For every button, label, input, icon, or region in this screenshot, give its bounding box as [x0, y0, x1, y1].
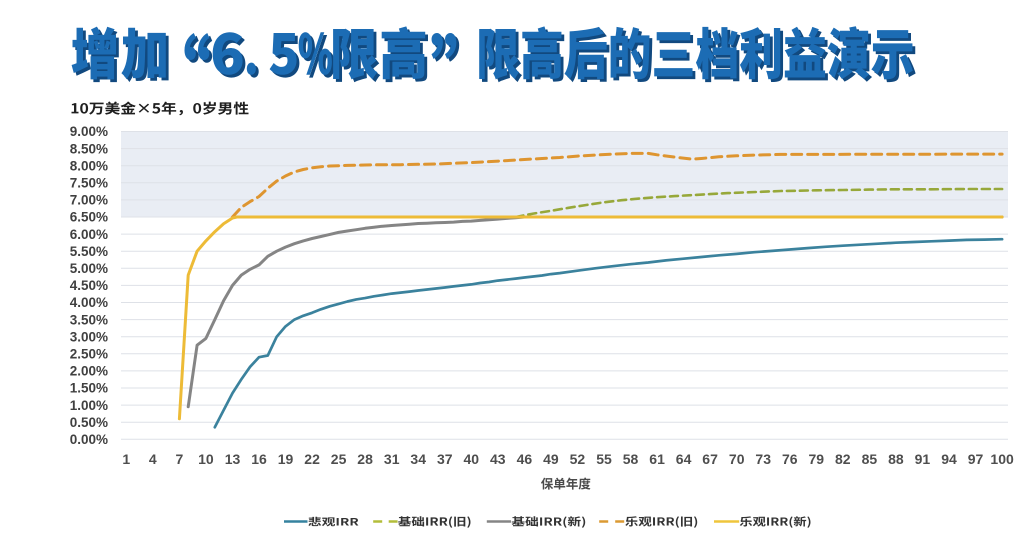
svg-text:28: 28: [357, 451, 373, 467]
svg-text:64: 64: [676, 451, 692, 467]
svg-text:6.00%: 6.00%: [70, 227, 108, 242]
svg-text:55: 55: [596, 451, 612, 467]
svg-text:3.00%: 3.00%: [70, 329, 108, 344]
svg-text:1.00%: 1.00%: [70, 398, 108, 413]
svg-text:37: 37: [437, 451, 453, 467]
svg-text:4: 4: [149, 451, 157, 467]
svg-text:94: 94: [941, 451, 957, 467]
svg-text:7.50%: 7.50%: [70, 176, 108, 191]
svg-text:8.00%: 8.00%: [70, 158, 108, 173]
svg-text:7: 7: [176, 451, 184, 467]
svg-text:97: 97: [968, 451, 984, 467]
svg-text:46: 46: [517, 451, 533, 467]
svg-text:4.50%: 4.50%: [70, 278, 108, 293]
svg-text:61: 61: [649, 451, 665, 467]
svg-text:88: 88: [888, 451, 904, 467]
svg-text:16: 16: [251, 451, 267, 467]
svg-text:5.00%: 5.00%: [70, 261, 108, 276]
svg-text:22: 22: [304, 451, 320, 467]
svg-text:1: 1: [122, 451, 130, 467]
svg-text:5.50%: 5.50%: [70, 244, 108, 259]
svg-text:34: 34: [410, 451, 426, 467]
svg-text:0.00%: 0.00%: [70, 432, 108, 447]
svg-text:1.50%: 1.50%: [70, 381, 108, 396]
svg-text:79: 79: [809, 451, 825, 467]
svg-text:91: 91: [915, 451, 931, 467]
svg-text:6.50%: 6.50%: [70, 210, 108, 225]
svg-text:7.00%: 7.00%: [70, 193, 108, 208]
svg-text:3.50%: 3.50%: [70, 312, 108, 327]
svg-text:13: 13: [225, 451, 241, 467]
svg-text:100: 100: [990, 451, 1014, 467]
svg-text:49: 49: [543, 451, 559, 467]
svg-text:43: 43: [490, 451, 506, 467]
svg-text:85: 85: [862, 451, 878, 467]
svg-text:8.50%: 8.50%: [70, 141, 108, 156]
svg-text:9.00%: 9.00%: [70, 124, 108, 139]
svg-text:70: 70: [729, 451, 745, 467]
svg-text:19: 19: [278, 451, 294, 467]
svg-text:76: 76: [782, 451, 798, 467]
svg-text:82: 82: [835, 451, 851, 467]
svg-text:2.00%: 2.00%: [70, 364, 108, 379]
svg-text:52: 52: [570, 451, 586, 467]
svg-text:2.50%: 2.50%: [70, 347, 108, 362]
svg-text:4.00%: 4.00%: [70, 295, 108, 310]
svg-text:31: 31: [384, 451, 400, 467]
svg-text:40: 40: [464, 451, 480, 467]
svg-text:67: 67: [702, 451, 718, 467]
svg-text:10: 10: [198, 451, 214, 467]
svg-text:73: 73: [755, 451, 771, 467]
svg-text:58: 58: [623, 451, 639, 467]
svg-text:25: 25: [331, 451, 347, 467]
svg-text:0.50%: 0.50%: [70, 415, 108, 430]
